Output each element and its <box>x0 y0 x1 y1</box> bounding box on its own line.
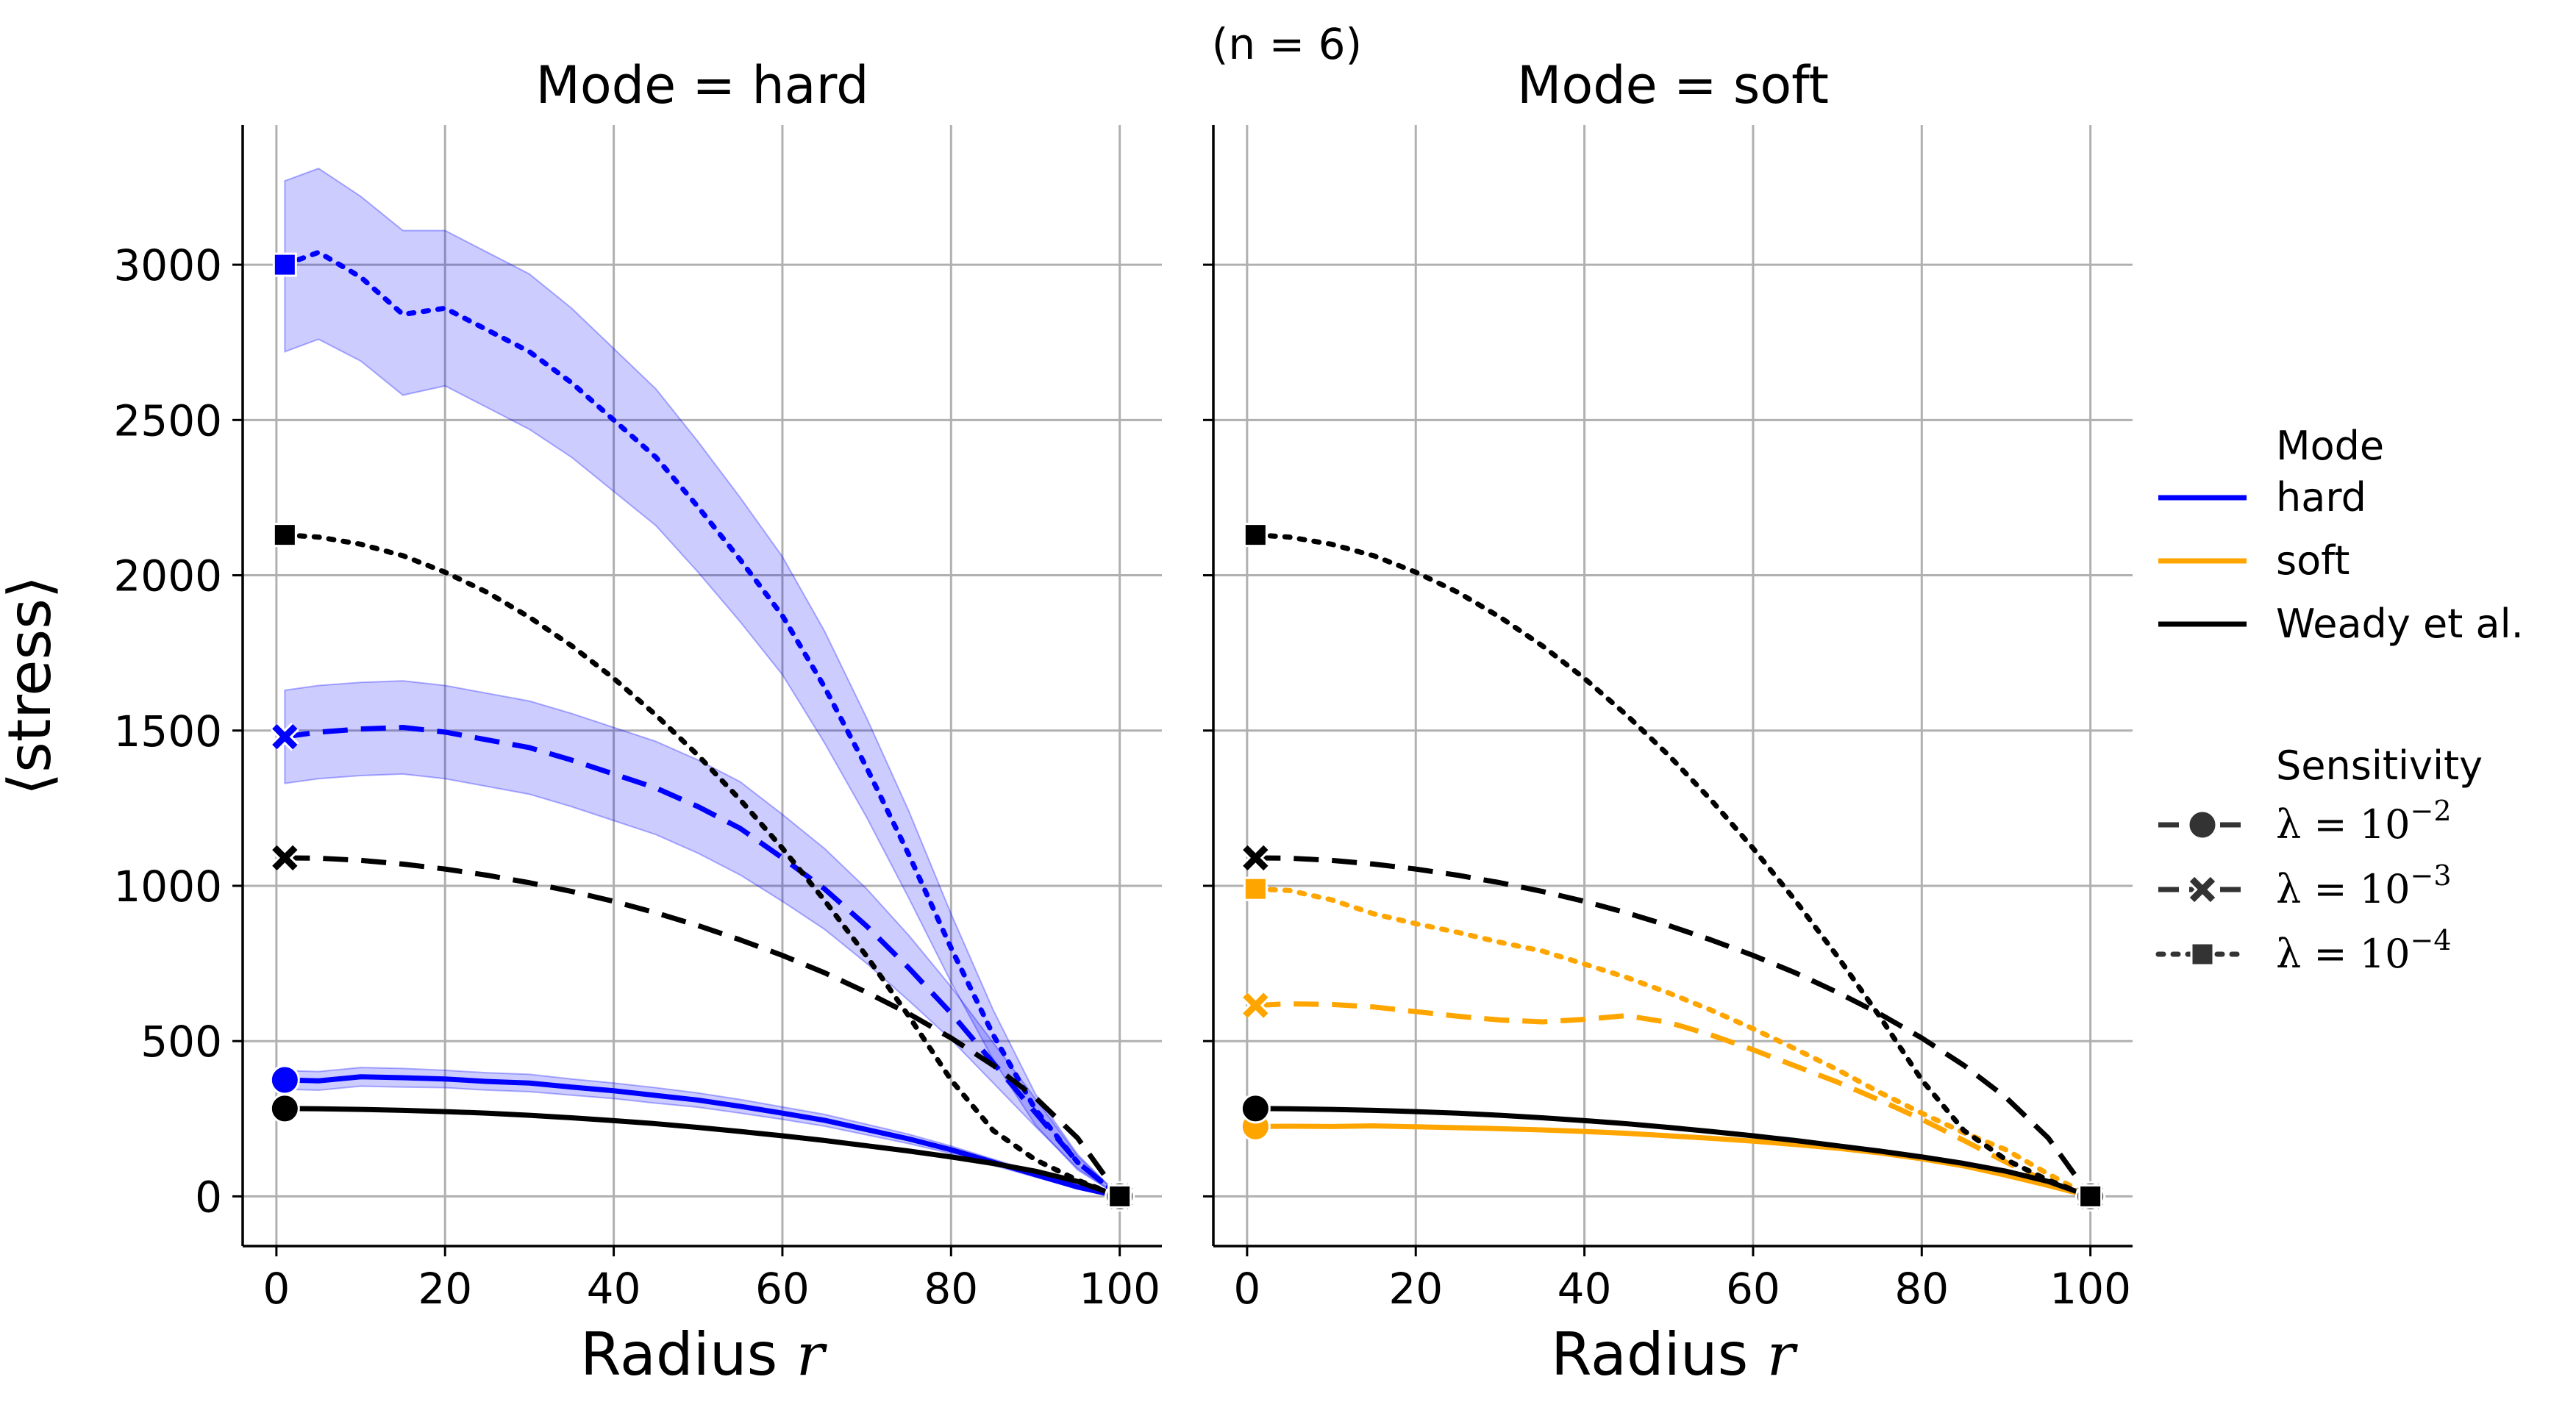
legend-label: Weady et al. <box>2276 601 2524 647</box>
data-point-weady-et-al--square <box>272 523 297 548</box>
legend-title-sensitivity: Sensitivity <box>2276 742 2483 789</box>
x-tick-label: 20 <box>418 1264 472 1314</box>
chart-panel-mode-soft: 0 20 40 60 80 100 Mode = soft Radius r <box>1203 55 2133 1389</box>
data-point-hard-circle <box>269 1064 300 1095</box>
x-axis-label: Radius r <box>1551 1320 1799 1389</box>
series-line-weady-et-al--circle <box>285 1106 1121 1199</box>
series-line-weady-et-al--square <box>1252 532 2094 1199</box>
legend-marker <box>2187 809 2218 840</box>
y-tick-label: 0 <box>195 1172 222 1222</box>
x-tick-label: 0 <box>263 1264 290 1314</box>
x-tick-label: 100 <box>1079 1264 1160 1314</box>
series-line-soft-square <box>1252 886 2094 1199</box>
confidence-band <box>284 168 1121 1198</box>
data-point-weady-et-al--circle <box>1240 1093 1271 1124</box>
series-line-weady-et-al--square <box>282 532 1123 1199</box>
legend-marker <box>2189 876 2216 903</box>
legend-marker <box>2190 942 2215 967</box>
data-point-weady-et-al--circle <box>269 1093 300 1124</box>
data-point-weady-et-al--x <box>272 845 298 871</box>
series-line-weady-et-al--x <box>285 855 1122 1198</box>
y-tick-label: 3000 <box>113 240 222 290</box>
legend-label: λ = 10−4 <box>2276 924 2452 977</box>
legend-label: hard <box>2276 474 2366 520</box>
data-point-soft-x <box>1243 992 1269 1018</box>
chart-panel-mode-hard: 0 20 40 60 80 100050010001500200025003000Mode… <box>0 55 1162 1389</box>
data-point-hard-square <box>272 252 297 277</box>
x-tick-label: 0 <box>1233 1264 1260 1314</box>
x-axis-label: Radius r <box>580 1320 828 1389</box>
y-tick-label: 2000 <box>113 551 222 601</box>
y-tick-label: 500 <box>140 1017 222 1067</box>
legend-label: λ = 10−2 <box>2276 795 2452 848</box>
series-line-hard-circle <box>285 1074 1121 1199</box>
series-line-weady-et-al--x <box>1255 855 2093 1198</box>
x-tick-label: 60 <box>755 1264 810 1314</box>
data-point-weady-et-al--square <box>1243 523 1268 548</box>
legend-title-mode: Mode <box>2276 423 2384 469</box>
y-tick-label: 1500 <box>113 706 222 756</box>
x-tick-label: 80 <box>1894 1264 1949 1314</box>
data-point-weady-et-al--x <box>1243 845 1269 871</box>
series-line-soft-x <box>1255 1001 2091 1199</box>
y-tick-label: 2500 <box>113 396 222 445</box>
panel-title: Mode = hard <box>535 55 868 115</box>
x-tick-label: 60 <box>1726 1264 1780 1314</box>
series-line-weady-et-al--circle <box>1255 1106 2091 1199</box>
panel-title: Mode = soft <box>1517 55 1829 115</box>
data-point-weady-et-al--square <box>2078 1184 2103 1209</box>
legend-label: λ = 10−3 <box>2276 859 2452 912</box>
y-tick-label: 1000 <box>113 862 222 912</box>
x-tick-label: 40 <box>1558 1264 1612 1314</box>
data-point-soft-square <box>1243 876 1268 901</box>
x-tick-label: 80 <box>924 1264 978 1314</box>
y-axis-label: ⟨stress⟩ <box>0 576 64 795</box>
chart-legend: Mode hard soft Weady et al. Sensitivity λ = 1… <box>2155 423 2524 977</box>
x-tick-label: 40 <box>587 1264 641 1314</box>
figure-suptitle: (n = 6) <box>1212 19 1362 69</box>
x-tick-label: 100 <box>2049 1264 2131 1314</box>
series-line-hard-x <box>284 725 1121 1199</box>
data-point-hard-x <box>272 724 298 750</box>
data-point-weady-et-al--square <box>1107 1184 1132 1209</box>
x-tick-label: 20 <box>1388 1264 1443 1314</box>
legend-label: soft <box>2276 537 2350 584</box>
